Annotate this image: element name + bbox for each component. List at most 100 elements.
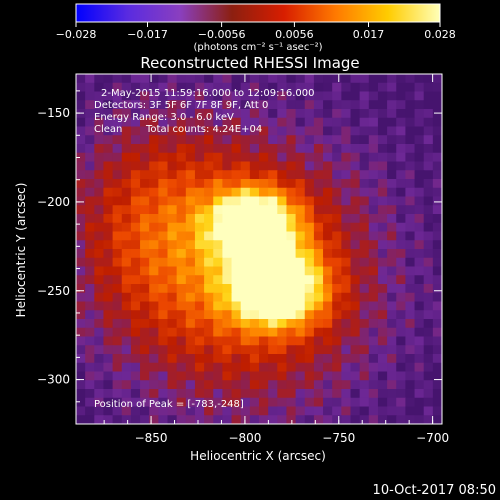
heatmap-cell bbox=[249, 336, 260, 346]
heatmap-cell bbox=[414, 266, 425, 276]
heatmap-cell bbox=[112, 117, 123, 128]
heatmap-cell bbox=[359, 301, 370, 311]
heatmap-cell bbox=[304, 310, 315, 320]
heatmap-cell bbox=[268, 144, 278, 154]
heatmap-cell bbox=[359, 222, 370, 233]
heatmap-cell bbox=[359, 319, 370, 329]
heatmap-cell bbox=[432, 389, 442, 399]
heatmap-cell bbox=[377, 371, 388, 381]
heatmap-cell bbox=[313, 310, 324, 320]
heatmap-cell bbox=[377, 109, 388, 119]
heatmap-cell bbox=[167, 362, 178, 373]
heatmap-cell bbox=[94, 415, 105, 424]
heatmap-cell bbox=[76, 187, 86, 198]
heatmap-cell bbox=[405, 144, 416, 154]
heatmap-cell bbox=[85, 179, 95, 189]
heatmap-cell bbox=[259, 109, 269, 119]
heatmap-cell bbox=[350, 415, 361, 424]
heatmap-cell bbox=[259, 161, 269, 171]
heatmap-cell bbox=[149, 380, 159, 390]
heatmap-cell bbox=[377, 196, 388, 206]
heatmap-cell bbox=[359, 126, 370, 136]
heatmap-cell bbox=[213, 82, 223, 93]
heatmap-cell bbox=[213, 319, 223, 329]
heatmap-cell bbox=[140, 240, 150, 250]
heatmap-cell bbox=[432, 74, 442, 84]
heatmap-cell bbox=[387, 319, 397, 329]
heatmap-cell bbox=[103, 74, 114, 84]
heatmap-cell bbox=[323, 196, 333, 206]
heatmap-cell bbox=[222, 266, 233, 276]
heatmap-cell bbox=[423, 82, 434, 93]
colorbar-tick-label: −0.028 bbox=[56, 28, 97, 41]
heatmap-cell bbox=[295, 301, 306, 311]
heatmap-cell bbox=[341, 257, 352, 268]
heatmap-cell bbox=[94, 117, 105, 128]
heatmap-cell bbox=[194, 266, 205, 276]
heatmap-cell bbox=[332, 144, 342, 154]
heatmap-cell bbox=[259, 354, 269, 364]
heatmap-cell bbox=[259, 275, 269, 285]
heatmap-cell bbox=[313, 275, 324, 285]
heatmap-cell bbox=[377, 284, 388, 294]
heatmap-cell bbox=[304, 161, 315, 171]
heatmap-cell bbox=[149, 249, 159, 259]
heatmap-cell bbox=[94, 310, 105, 320]
heatmap-cell bbox=[414, 275, 425, 285]
heatmap-cell bbox=[121, 74, 132, 84]
heatmap-cell bbox=[85, 170, 95, 180]
energy-range-label: Energy Range: 3.0 - 6.0 keV bbox=[94, 112, 234, 123]
heatmap-cell bbox=[176, 214, 187, 224]
heatmap-cell bbox=[359, 362, 370, 373]
heatmap-cell bbox=[432, 327, 442, 338]
heatmap-cell bbox=[304, 284, 315, 294]
heatmap-cell bbox=[112, 249, 123, 259]
heatmap-cell bbox=[185, 319, 196, 329]
heatmap-cell bbox=[213, 389, 223, 399]
heatmap-cell bbox=[350, 214, 361, 224]
heatmap-cell bbox=[149, 170, 159, 180]
heatmap-cell bbox=[158, 117, 169, 128]
heatmap-cell bbox=[158, 406, 169, 416]
heatmap-cell bbox=[405, 117, 416, 128]
heatmap-cell bbox=[231, 406, 242, 416]
heatmap-cell bbox=[112, 100, 123, 110]
heatmap-cell bbox=[85, 152, 95, 163]
heatmap-cell bbox=[76, 310, 86, 320]
heatmap-cell bbox=[121, 231, 132, 241]
heatmap-cell bbox=[130, 327, 141, 338]
heatmap-cell bbox=[76, 389, 86, 399]
heatmap-cell bbox=[350, 406, 361, 416]
heatmap-cell bbox=[130, 117, 141, 128]
heatmap-cell bbox=[350, 310, 361, 320]
heatmap-cell bbox=[368, 345, 379, 355]
heatmap-cell bbox=[121, 380, 132, 390]
heatmap-cell bbox=[323, 310, 333, 320]
heatmap-cell bbox=[76, 354, 86, 364]
heatmap-cell bbox=[405, 257, 416, 268]
heatmap-cell bbox=[332, 380, 342, 390]
heatmap-cell bbox=[423, 179, 434, 189]
heatmap-cell bbox=[414, 144, 425, 154]
heatmap-cell bbox=[341, 266, 352, 276]
heatmap-cell bbox=[396, 380, 406, 390]
heatmap-cell bbox=[76, 222, 86, 233]
heatmap-cell bbox=[313, 266, 324, 276]
heatmap-cell bbox=[432, 292, 442, 303]
heatmap-cell bbox=[76, 109, 86, 119]
heatmap-cell bbox=[194, 214, 205, 224]
heatmap-cell bbox=[377, 336, 388, 346]
heatmap-cell bbox=[396, 135, 406, 145]
heatmap-cell bbox=[387, 109, 397, 119]
heatmap-cell bbox=[176, 187, 187, 198]
heatmap-cell bbox=[140, 310, 150, 320]
heatmap-cell bbox=[130, 196, 141, 206]
heatmap-cell bbox=[304, 266, 315, 276]
heatmap-cell bbox=[249, 222, 260, 233]
heatmap-cell bbox=[149, 82, 159, 93]
heatmap-cell bbox=[295, 74, 306, 84]
heatmap-cell bbox=[176, 275, 187, 285]
heatmap-cell bbox=[194, 327, 205, 338]
heatmap-cell bbox=[140, 82, 150, 93]
heatmap-cell bbox=[112, 82, 123, 93]
